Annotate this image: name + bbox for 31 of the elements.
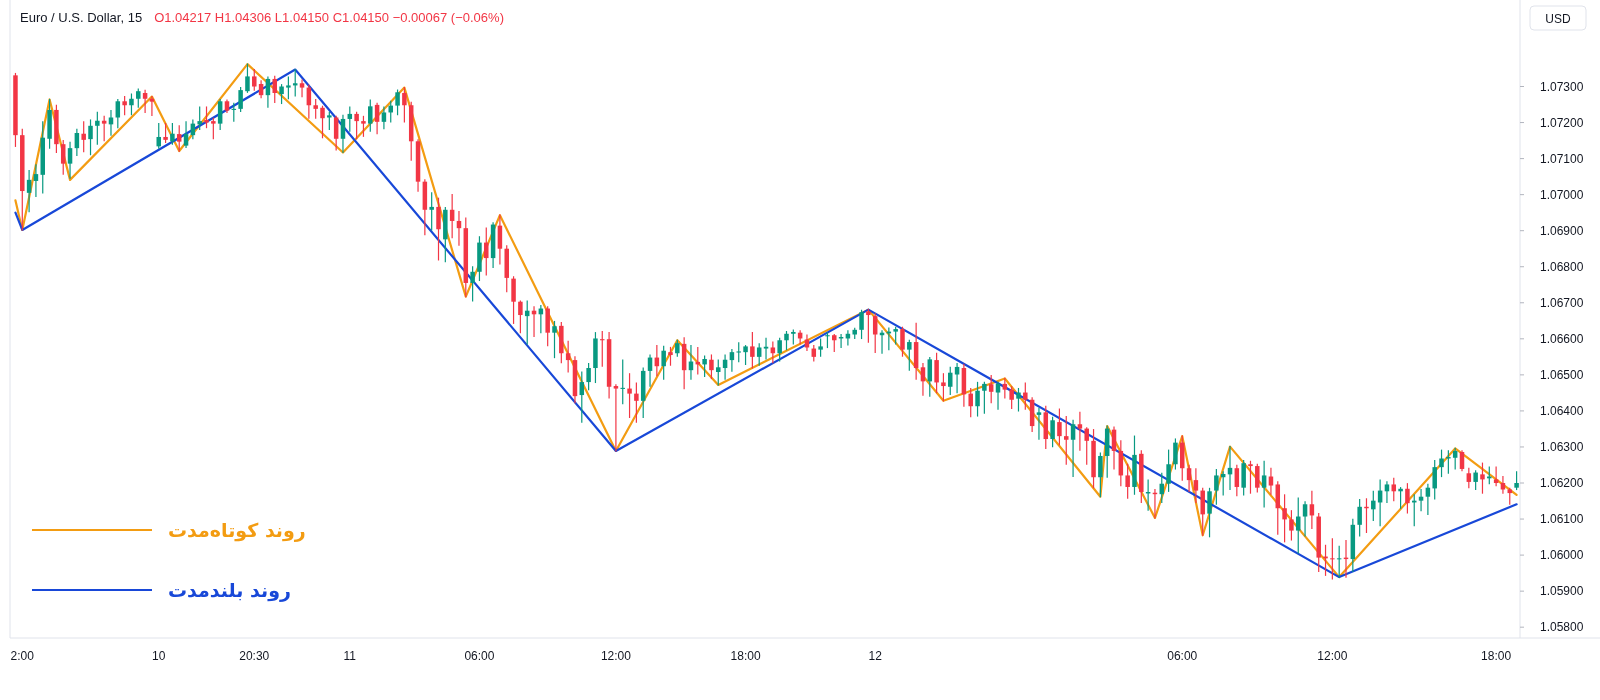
text: O1.04217 H1.04306 L1.04150 C1.04150 −0.00067 (−0.06%) [154,10,504,25]
y-tick-label: 1.06700 [1540,295,1584,310]
y-tick-label: 1.06800 [1540,259,1584,274]
y-tick-label: 1.06300 [1540,439,1584,454]
text: Euro / U.S. Dollar, 15 [20,10,143,25]
x-tick-label: 2:00 [10,649,35,663]
x-tick-label: 11 [343,649,357,663]
x-tick-label: 12:00 [1317,649,1348,663]
x-tick-label: 06:00 [1167,649,1198,663]
x-tick-label: 18:00 [730,649,761,663]
x-tick-label: 18:00 [1481,649,1512,663]
y-tick-label: 1.07300 [1540,79,1584,94]
y-tick-label: 1.05800 [1540,620,1584,635]
y-tick-label: 1.06200 [1540,476,1584,491]
x-tick-label: 10 [152,649,166,663]
y-tick-label: 1.06000 [1540,548,1584,563]
y-tick-label: 1.07000 [1540,187,1584,202]
y-tick-label: 1.07200 [1540,115,1584,130]
y-tick-label: 1.06500 [1540,367,1584,382]
x-tick-label: 12 [868,649,883,663]
y-tick-label: 1.07100 [1540,151,1584,166]
x-tick-label: 20:30 [239,649,270,663]
annotation: USD [1529,5,1587,31]
x-tick-label: 06:00 [464,649,495,663]
legend: روند کوتاه‌مدت روند بلندمدت [32,519,306,601]
y-tick-label: 1.06100 [1540,512,1584,527]
y-tick-label: 1.06600 [1540,331,1584,346]
x-tick-label: 12:00 [600,649,632,663]
y-tick-label: 1.06400 [1540,403,1584,418]
y-tick-label: 1.06900 [1540,223,1584,238]
y-tick-label: 1.05900 [1540,584,1584,599]
